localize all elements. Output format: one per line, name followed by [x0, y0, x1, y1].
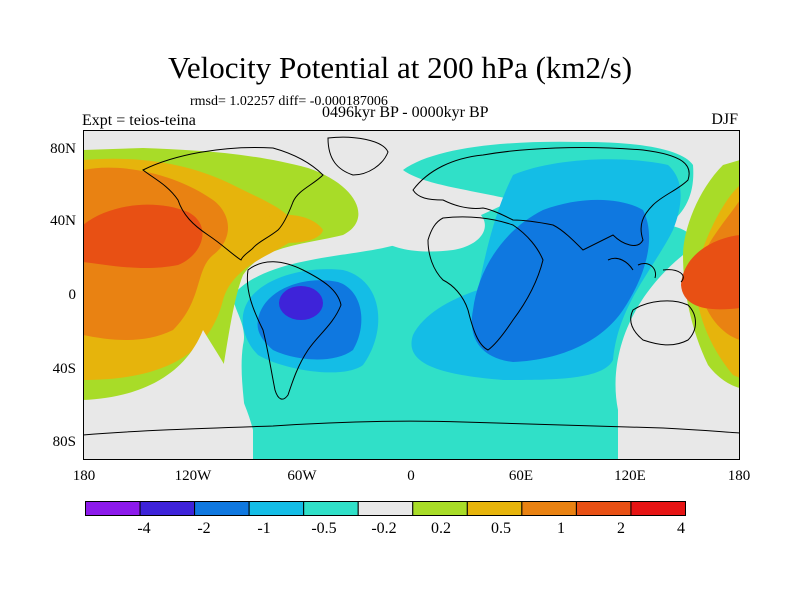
colorbar-label: 0.2 — [431, 520, 451, 537]
colorbar-bin — [357, 501, 414, 516]
lat-label-40n: 40N — [50, 213, 76, 229]
lat-label-0: 0 — [68, 287, 77, 303]
lon-label-180e: 180 — [727, 468, 751, 484]
plot-title: Velocity Potential at 200 hPa (km2/s) — [167, 50, 633, 85]
colorbar-bin — [466, 501, 523, 516]
colorbar-label: -4 — [137, 520, 151, 537]
map-frame — [83, 130, 740, 460]
colorbar-label: -2 — [197, 520, 211, 537]
lon-label-0: 0 — [407, 468, 415, 484]
period-label: 0496kyr BP - 0000kyr BP — [322, 104, 489, 121]
field-neutral-southeast-pacific — [83, 330, 253, 460]
coastline-north-america — [142, 147, 324, 261]
lat-label-80s: 80S — [52, 434, 76, 450]
coastline-antarctica — [83, 420, 740, 436]
colorbar-label: 0.5 — [491, 520, 511, 537]
field-strong-positive-maritime-continent — [681, 235, 740, 310]
lon-label-180w: 180 — [72, 468, 96, 484]
colorbar-bin — [248, 501, 305, 516]
colorbar-label: -1 — [257, 520, 271, 537]
colorbar-bin — [139, 501, 196, 516]
field-neutral-indo-pacific — [618, 380, 740, 460]
colorbar-label: 2 — [617, 520, 625, 537]
colorbar-label: 1 — [557, 520, 565, 537]
colorbar-label: -0.2 — [371, 520, 397, 537]
lon-label-120e: 120E — [614, 468, 646, 484]
field-neutral-northeast-atlantic — [383, 210, 485, 252]
field-strong-negative-amazon — [279, 286, 323, 320]
coastline-maritime-continent — [607, 257, 684, 283]
field-negative-east — [471, 199, 650, 362]
lon-label-120w: 120W — [174, 468, 212, 484]
colorbar-bin — [630, 501, 686, 516]
colorbar-label: 4 — [677, 520, 685, 537]
colorbar-bin — [412, 501, 468, 516]
season-label: DJF — [711, 111, 738, 128]
lat-label-40s: 40S — [52, 361, 76, 377]
colorbar-bin — [303, 501, 359, 516]
lon-label-60w: 60W — [287, 468, 317, 484]
coastlines — [83, 136, 740, 436]
lat-label-80n: 80N — [50, 141, 76, 157]
colorbar — [85, 501, 686, 516]
colorbar-label: -0.5 — [311, 520, 337, 537]
colorbar-bin — [575, 501, 632, 516]
colorbar-bin — [521, 501, 577, 516]
colorbar-bin — [194, 501, 250, 516]
colorbar-bin — [85, 501, 141, 516]
experiment-label: Expt = teios-teina — [82, 112, 196, 129]
field-strong-positive-north-pacific — [83, 204, 203, 269]
lon-label-60e: 60E — [508, 468, 534, 484]
coastline-australia — [630, 300, 696, 346]
coastline-south-america — [246, 261, 342, 400]
velocity-potential-map — [83, 130, 740, 460]
coastline-europe-asia — [412, 147, 690, 251]
rmsd-diff-stats: rmsd= 1.02257 diff= -0.000187006 — [190, 94, 388, 109]
coastline-greenland — [327, 136, 389, 176]
coastline-africa — [427, 216, 544, 351]
field-mod-positive-nepacific — [256, 214, 323, 243]
